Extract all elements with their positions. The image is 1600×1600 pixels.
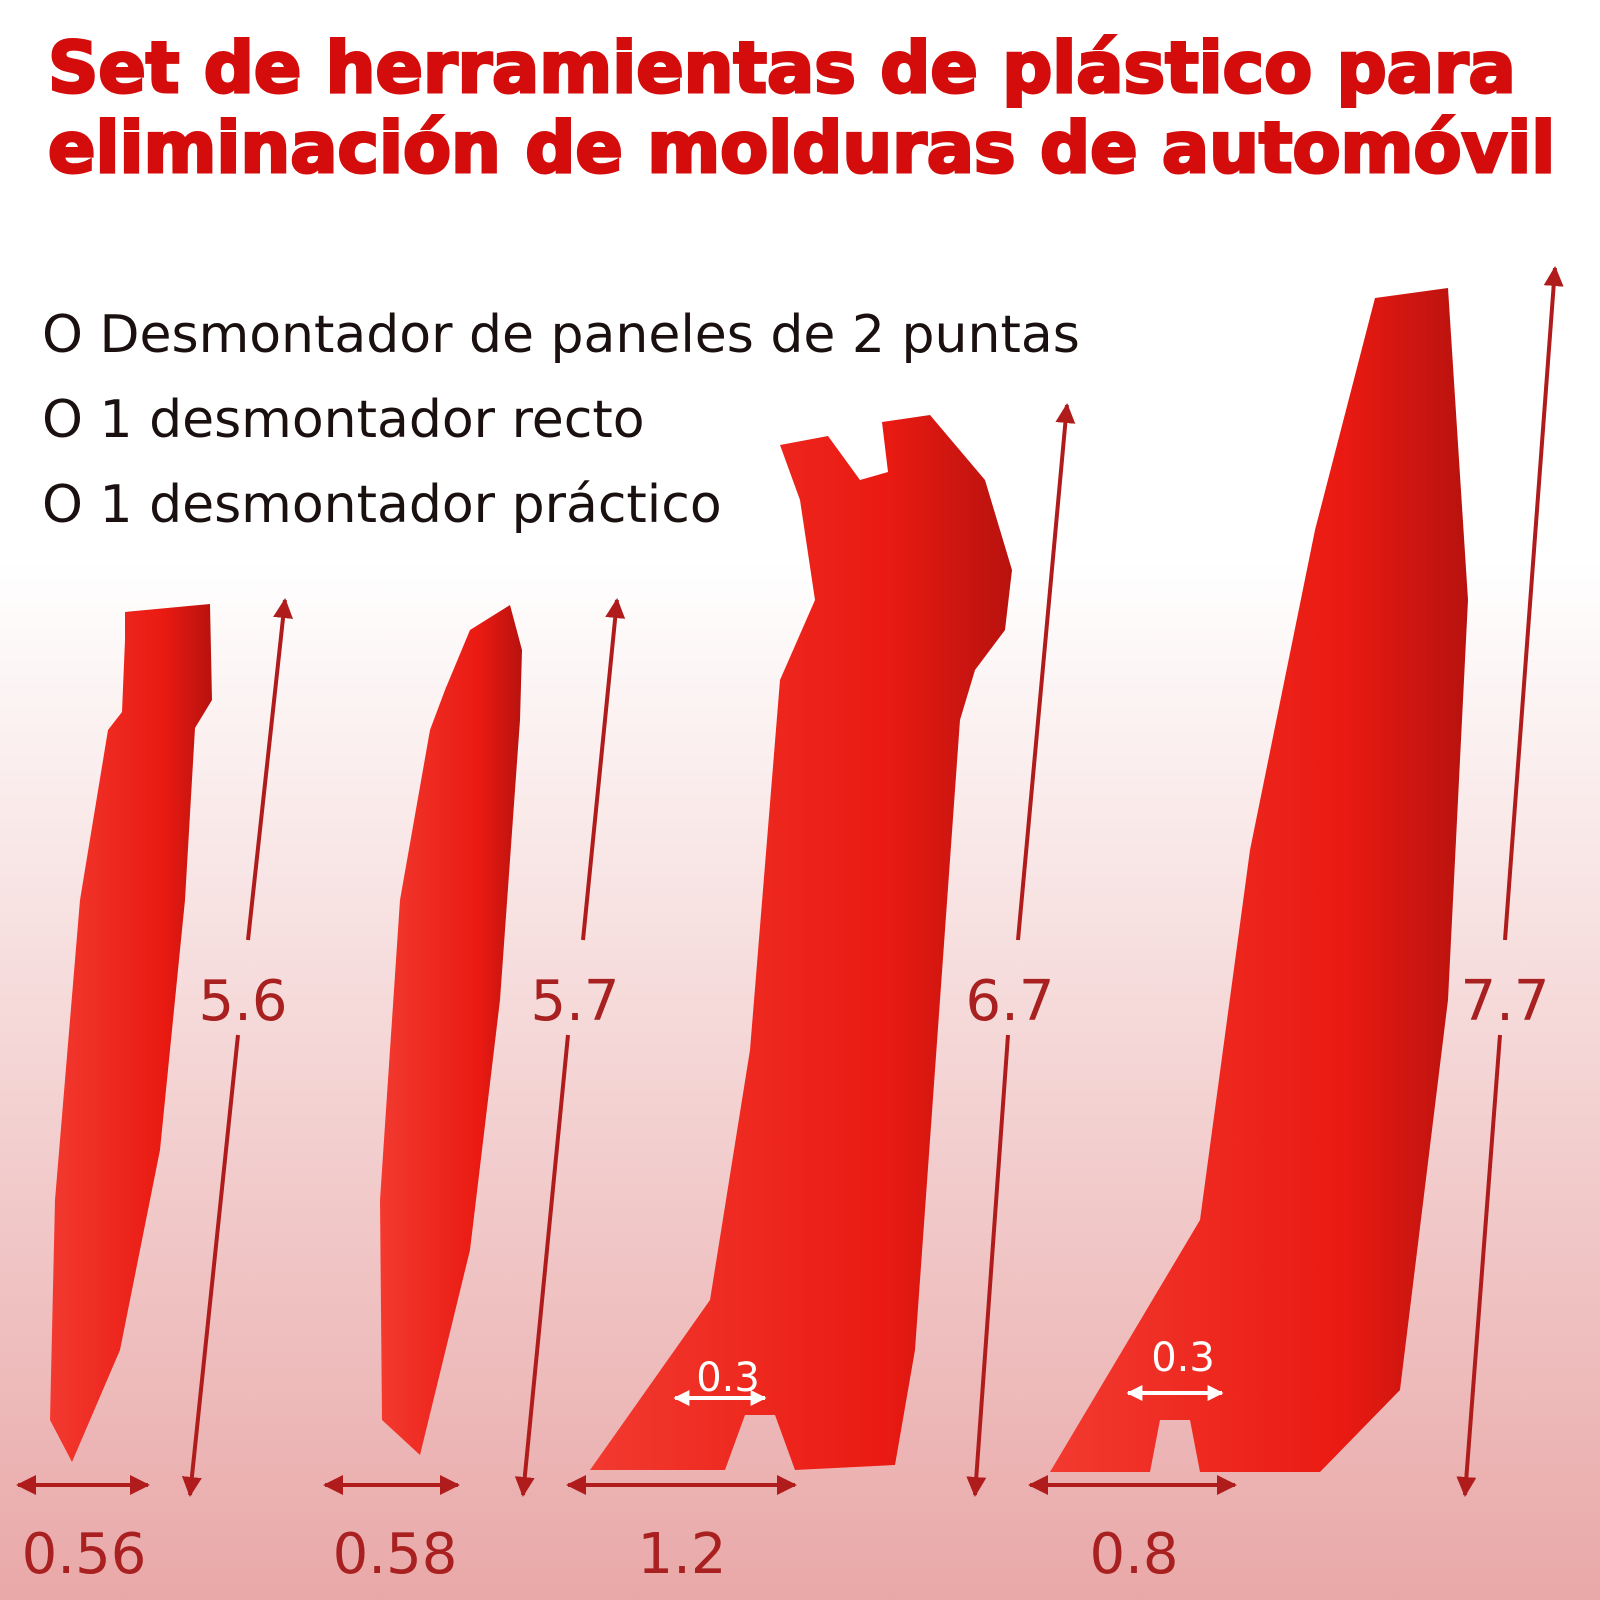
tool-shape [380,605,522,1455]
height-label: 6.7 [965,969,1054,1034]
slot-label: 0.3 [1151,1335,1215,1381]
dimension-arrow [1456,1034,1502,1497]
width-label: 1.2 [637,1522,726,1587]
tool-shape [1050,288,1468,1472]
slot-label: 0.3 [696,1355,760,1401]
dimension-arrow [181,1034,240,1497]
dimension-arrow [1016,403,1076,941]
width-label: 0.56 [22,1522,147,1587]
width-label: 0.58 [333,1522,458,1587]
list-item: O Desmontador de paneles de 2 puntas [42,305,1080,365]
dimension-arrow [1503,266,1564,941]
height-label: 5.6 [198,969,287,1034]
tool-shape [590,415,1012,1470]
list-item: O 1 desmontador recto [42,390,645,450]
dimension-arrow [966,1034,1010,1497]
list-item: O 1 desmontador práctico [42,475,722,535]
tool-shape [50,604,212,1462]
width-label: 0.8 [1089,1522,1178,1587]
height-label: 7.7 [1460,969,1549,1034]
title-line: eliminación de molduras de automóvil [48,107,1555,189]
title-line: Set de herramientas de plástico para [48,27,1516,109]
dimension-arrow [581,598,626,941]
dimension-arrow [246,598,293,941]
dimension-arrow [514,1034,570,1497]
height-label: 5.7 [530,969,619,1034]
